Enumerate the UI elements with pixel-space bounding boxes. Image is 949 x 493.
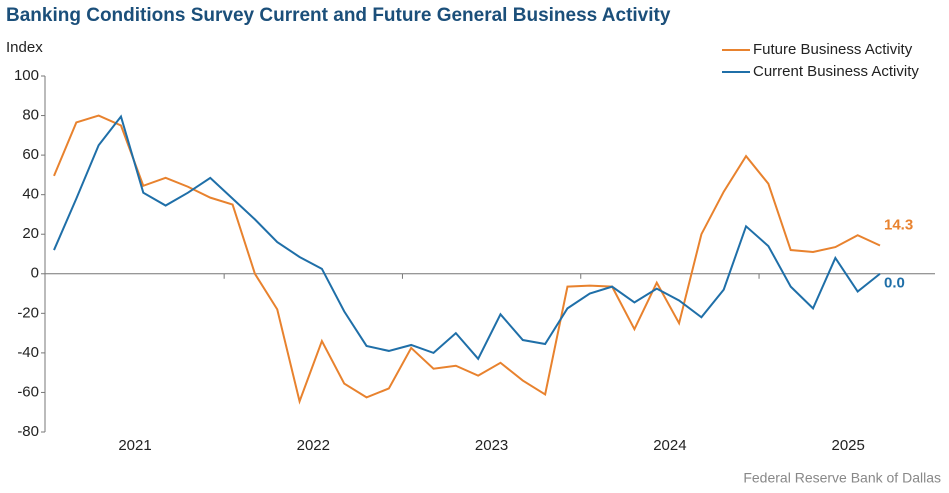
series-line — [53, 114, 881, 361]
y-tick-label: -20 — [17, 304, 39, 321]
y-axis-label: Index — [6, 39, 43, 56]
y-tick-label: 0 — [31, 265, 39, 282]
x-tick-label: 2023 — [475, 437, 508, 454]
legend-label: Current Business Activity — [753, 63, 919, 80]
series-line — [53, 114, 881, 405]
y-tick-label: -40 — [17, 344, 39, 361]
chart-title: Banking Conditions Survey Current and Fu… — [6, 5, 671, 26]
y-tick-label: 60 — [22, 146, 39, 163]
y-tick-label: 40 — [22, 186, 39, 203]
y-tick-label: 80 — [22, 107, 39, 124]
y-tick-label: -80 — [17, 423, 39, 440]
source: Federal Reserve Bank of Dallas — [743, 470, 941, 486]
x-tick-label: 2025 — [832, 437, 865, 454]
y-tick-label: -60 — [17, 383, 39, 400]
y-tick-label: 100 — [14, 67, 39, 84]
x-tick-label: 2024 — [653, 437, 686, 454]
y-tick-label: 20 — [22, 225, 39, 242]
value-label: 14.3 — [884, 216, 913, 233]
x-tick-label: 2021 — [118, 437, 151, 454]
legend-label: Future Business Activity — [753, 41, 913, 58]
x-tick-label: 2022 — [297, 437, 330, 454]
value-label: 0.0 — [884, 275, 905, 292]
